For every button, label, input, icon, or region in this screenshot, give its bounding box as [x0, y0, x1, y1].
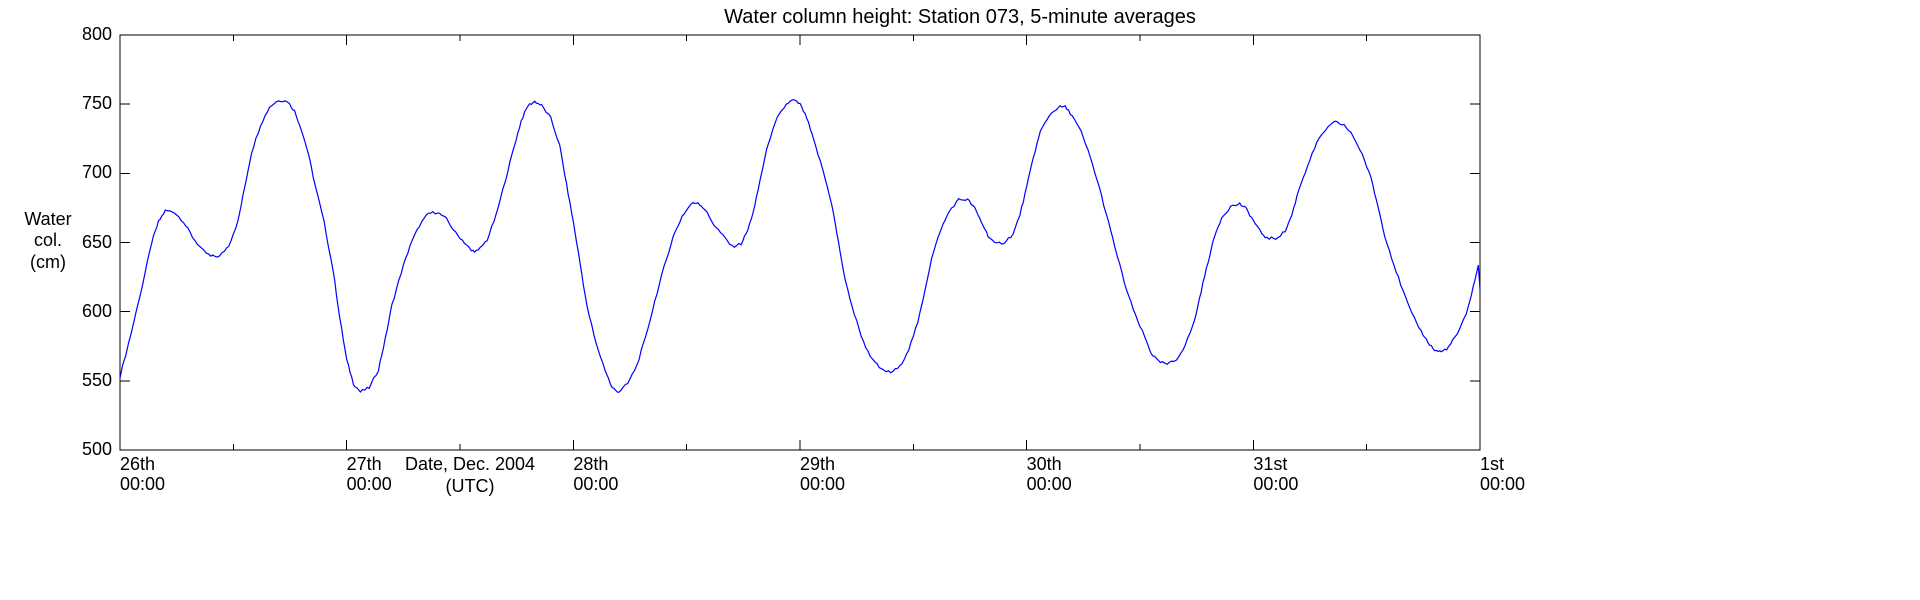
data-series-line [120, 100, 1480, 393]
y-tick-label: 650 [82, 232, 112, 253]
y-tick-label: 500 [82, 439, 112, 460]
x-tick-label-time: 00:00 [120, 474, 165, 495]
y-tick-label: 700 [82, 162, 112, 183]
x-tick-label-day: 30th [1027, 454, 1062, 475]
x-tick-label-time: 00:00 [1027, 474, 1072, 495]
x-tick-label-time: 00:00 [347, 474, 392, 495]
y-tick-label: 600 [82, 301, 112, 322]
chart-title: Water column height: Station 073, 5-minu… [0, 6, 1920, 29]
x-tick-label-time: 00:00 [1480, 474, 1525, 495]
chart-container: Water column height: Station 073, 5-minu… [0, 0, 1920, 600]
x-tick-label-time: 00:00 [1253, 474, 1298, 495]
x-tick-label-day: 31st [1253, 454, 1287, 475]
y-axis-label: Watercol.(cm) [18, 209, 78, 274]
y-tick-label: 800 [82, 24, 112, 45]
chart-plot-area [0, 0, 1920, 600]
x-tick-label-day: 28th [573, 454, 608, 475]
x-tick-label-day: 26th [120, 454, 155, 475]
x-tick-label-time: 00:00 [800, 474, 845, 495]
y-tick-label: 750 [82, 93, 112, 114]
x-tick-label-day: 1st [1480, 454, 1504, 475]
y-tick-label: 550 [82, 370, 112, 391]
x-tick-label-day: 29th [800, 454, 835, 475]
x-tick-label-day: 27th [347, 454, 382, 475]
x-tick-label-time: 00:00 [573, 474, 618, 495]
x-axis-label: Date, Dec. 2004(UTC) [380, 454, 560, 497]
